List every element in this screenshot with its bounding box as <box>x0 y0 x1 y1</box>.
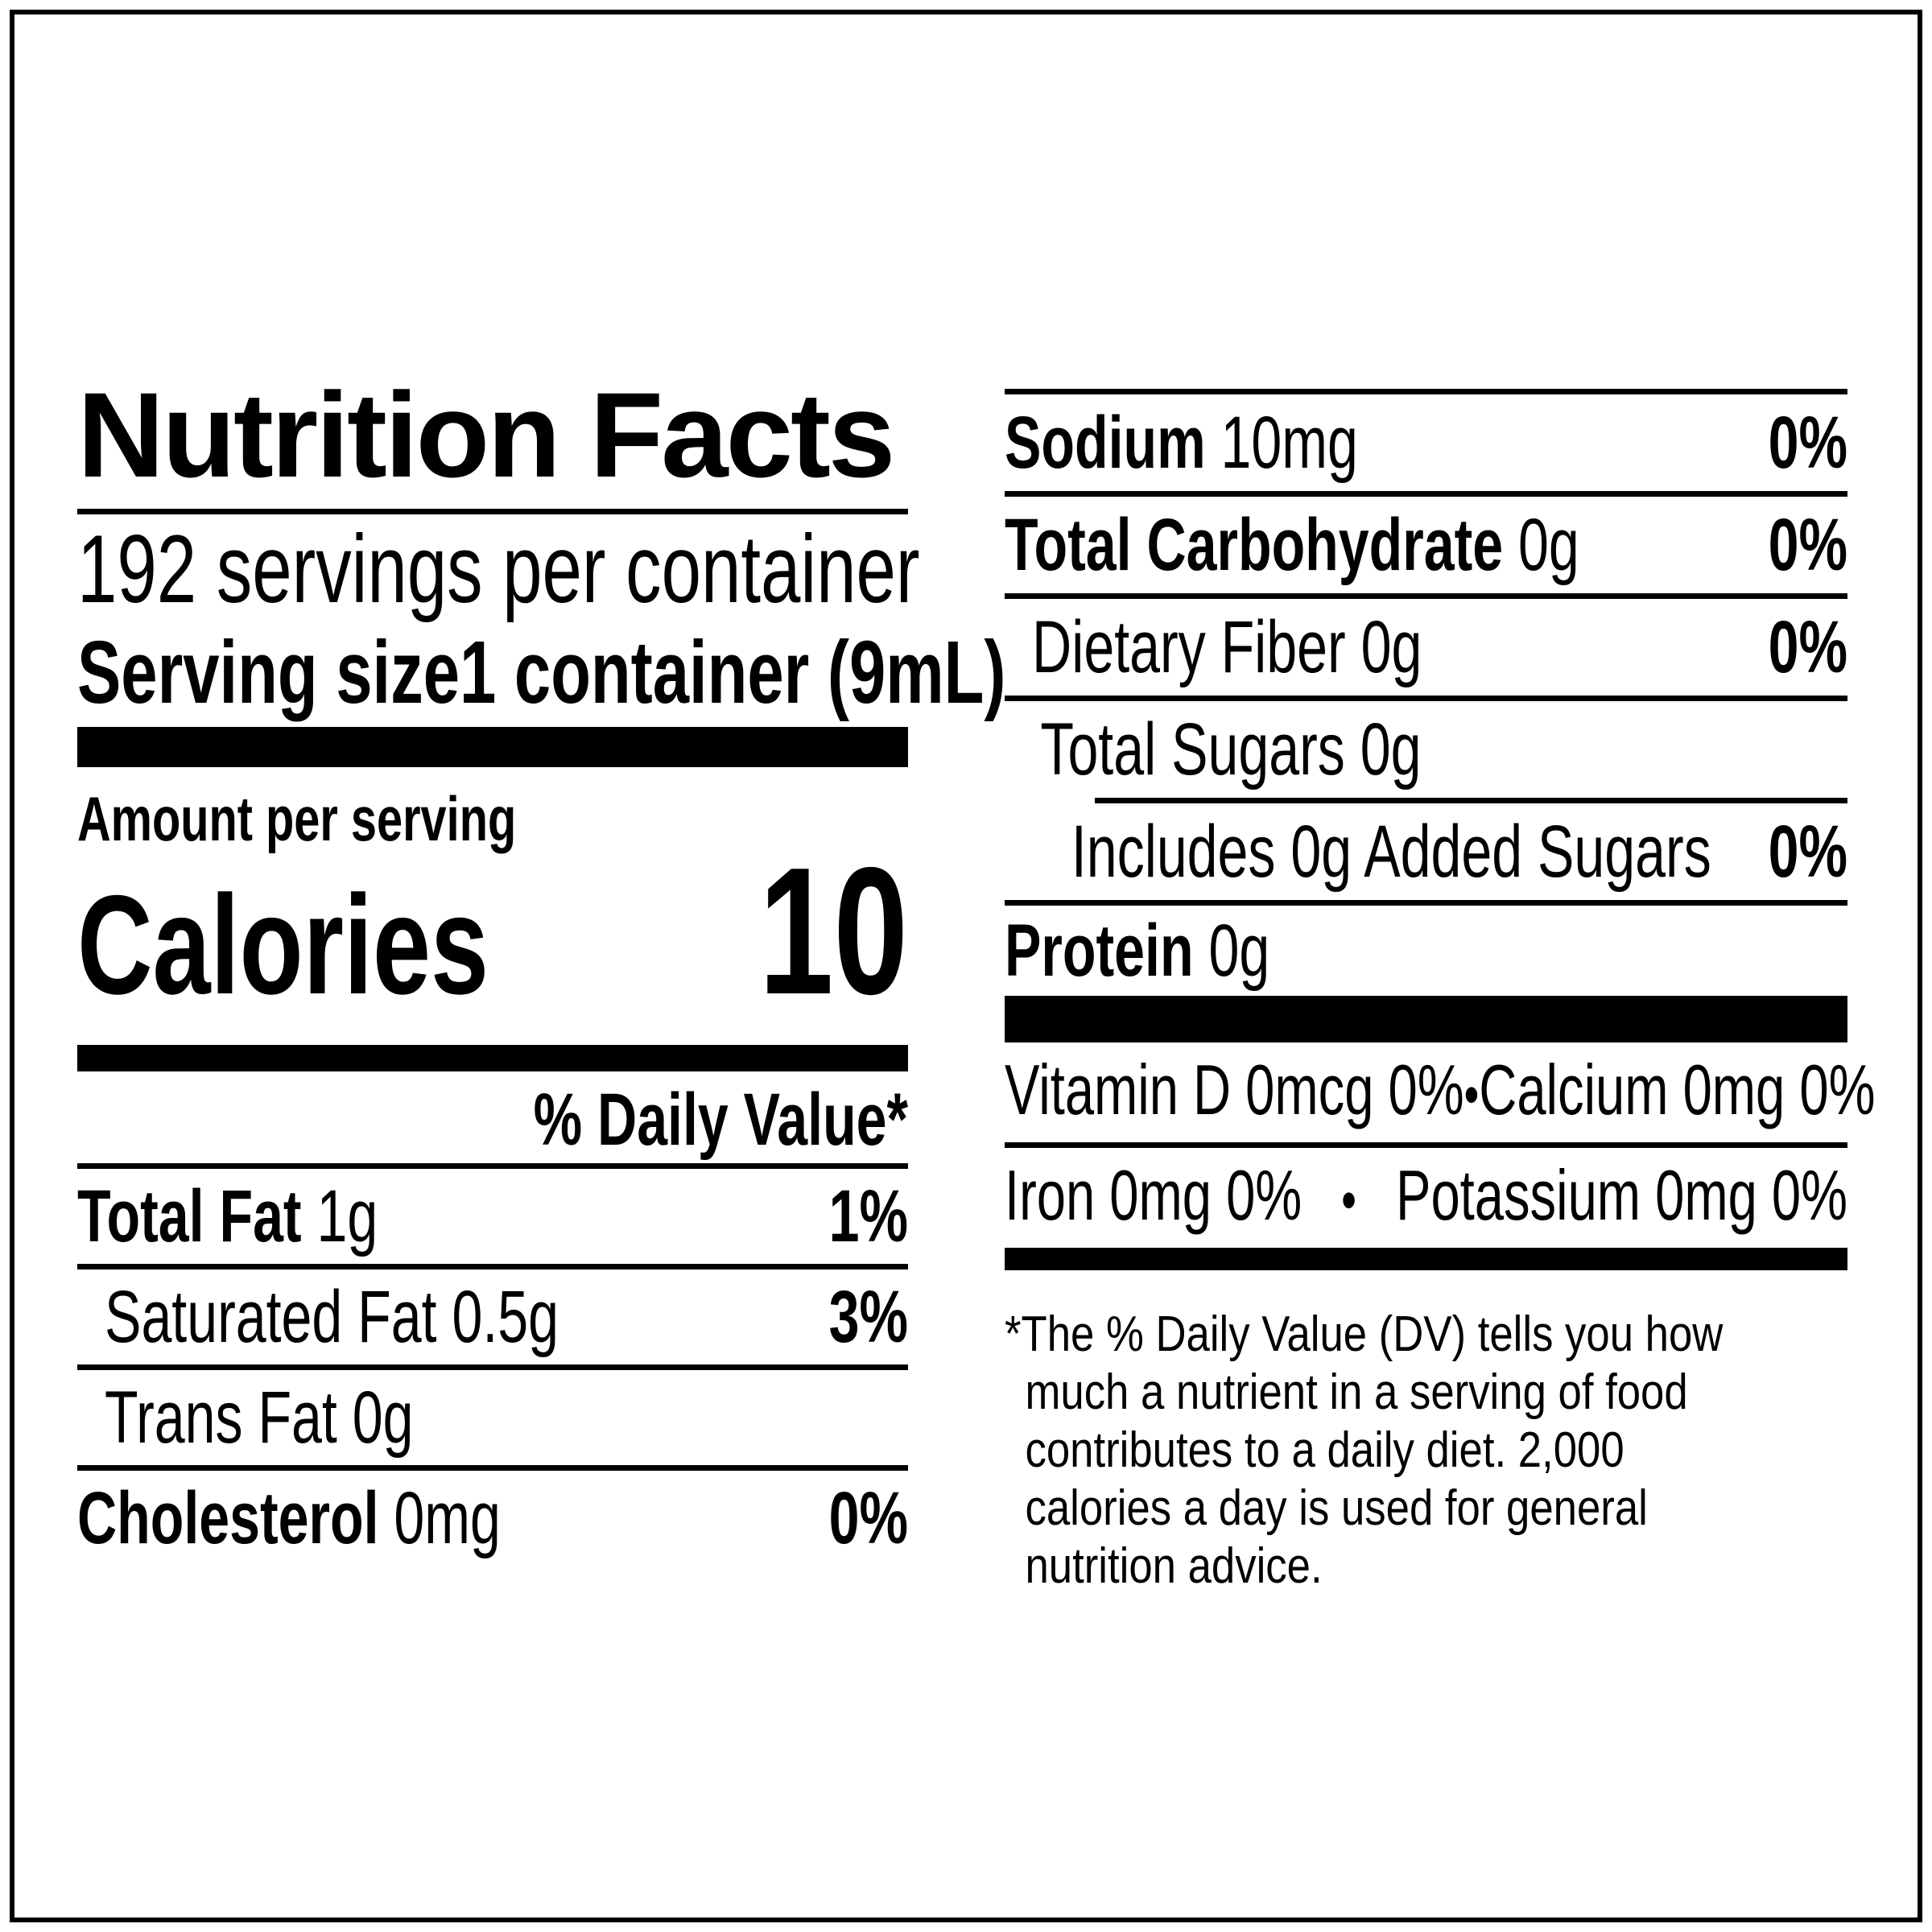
serving-size-label: Serving size <box>77 623 460 722</box>
nutrient-row-trans-fat: Trans Fat 0g <box>77 1370 908 1465</box>
nutrient-name: Total Carbohydrate <box>1005 504 1504 586</box>
nutrient-row-cholesterol: Cholesterol 0mg 0% <box>77 1471 908 1566</box>
nutrient-name: Dietary Fiber <box>1032 606 1346 688</box>
serving-size-value: 1 container (9mL) <box>460 623 1006 722</box>
nutrient-name-amount: Total Sugars 0g <box>1005 701 1421 798</box>
nutrient-name-amount: Cholesterol 0mg <box>77 1471 501 1566</box>
servings-per-container: 192 servings per container <box>77 515 920 623</box>
nutrient-amount: 0.5g <box>452 1276 559 1358</box>
nutrient-row-total-sugars: Total Sugars 0g <box>1005 701 1847 798</box>
nutrient-row-sodium: Sodium 10mg 0% <box>1005 394 1847 491</box>
nutrient-name: Includes 0g Added Sugars <box>1071 811 1711 893</box>
daily-value-footnote: *The % Daily Value (DV) tells you how mu… <box>1005 1307 1724 1594</box>
serving-size-row: Serving size 1 container (9mL) <box>77 623 1006 722</box>
nutrient-dv: 0% <box>1768 811 1848 893</box>
nutrient-dv: 0% <box>1768 402 1848 484</box>
separator-rule <box>77 1264 908 1269</box>
calcium-value: Calcium 0mg 0% <box>1479 1050 1876 1129</box>
nutrient-row-added-sugars: Includes 0g Added Sugars 0% <box>1005 803 1847 900</box>
vitamin-d-value: Vitamin D 0mcg 0% <box>1005 1050 1464 1129</box>
bullet-separator: • <box>1463 1063 1480 1127</box>
nutrient-name-amount: Sodium 10mg <box>1005 394 1358 491</box>
vitamin-row-1: Vitamin D 0mcg 0% • Calcium 0mg 0% <box>1005 1042 1875 1142</box>
nutrient-name: Saturated Fat <box>105 1276 437 1358</box>
calories-row: Calories 10 <box>77 829 909 1032</box>
separator-rule <box>77 1163 908 1169</box>
separator-rule <box>77 1364 908 1370</box>
nutrient-amount: 1g <box>316 1175 378 1257</box>
calories-divider-bar <box>77 1045 908 1071</box>
nutrient-amount: 0g <box>1518 504 1579 586</box>
nutrient-name-amount: Trans Fat 0g <box>77 1370 413 1465</box>
vitamins-divider-bar <box>1005 996 1847 1042</box>
calories-label: Calories <box>77 867 489 1024</box>
nutrient-dv: 0% <box>1768 504 1848 586</box>
nutrient-name-amount: Total Fat 1g <box>77 1169 378 1264</box>
nutrient-dv: 0% <box>828 1477 909 1559</box>
separator-rule <box>1005 900 1847 906</box>
separator-rule <box>1005 696 1847 701</box>
nutrient-row-dietary-fiber: Dietary Fiber 0g 0% <box>1005 599 1847 696</box>
nutrient-name: Cholesterol <box>77 1477 379 1559</box>
nutrient-name: Sodium <box>1005 402 1206 484</box>
iron-value: Iron 0mg 0% <box>1005 1155 1302 1235</box>
label-title: Nutrition Facts <box>77 367 895 502</box>
separator-rule <box>1005 389 1847 394</box>
nutrient-row-saturated-fat: Saturated Fat 0.5g 3% <box>77 1269 908 1364</box>
nutrient-amount: 0g <box>1360 708 1422 791</box>
nutrient-name: Total Sugars <box>1040 708 1345 791</box>
right-column: Sodium 10mg 0% Total Carbohydrate 0g 0% … <box>1005 389 1875 1596</box>
separator-rule <box>1005 593 1847 599</box>
daily-value-header: % Daily Value* <box>533 1079 909 1161</box>
nutrient-amount: 0g <box>1360 606 1422 688</box>
bullet-separator: • <box>1341 1168 1356 1232</box>
nutrient-row-protein: Protein 0g <box>1005 906 1847 996</box>
indented-separator-rule <box>1095 798 1847 803</box>
nutrient-dv: 1% <box>828 1175 909 1257</box>
nutrient-dv: 3% <box>828 1276 909 1358</box>
nutrient-name-amount: Total Carbohydrate 0g <box>1005 497 1579 593</box>
vitamin-row-2: Iron 0mg 0% • Potassium 0mg 0% <box>1005 1148 1847 1248</box>
title-rule <box>77 509 908 514</box>
separator-rule <box>1005 491 1847 497</box>
left-column: Nutrition Facts 192 servings per contain… <box>77 367 1006 1566</box>
calories-value: 10 <box>758 829 909 1032</box>
potassium-value: Potassium 0mg 0% <box>1396 1155 1848 1235</box>
nutrient-dv: 0% <box>1768 606 1848 688</box>
separator-rule <box>77 1465 908 1471</box>
nutrient-name-amount: Protein 0g <box>1005 906 1269 996</box>
nutrient-amount: 0g <box>352 1377 414 1459</box>
amount-per-serving-label: Amount per serving <box>77 783 517 854</box>
nutrient-name-amount: Saturated Fat 0.5g <box>77 1269 559 1364</box>
nutrient-amount: 0g <box>1208 910 1270 992</box>
nutrient-name-amount: Dietary Fiber 0g <box>1005 599 1422 696</box>
nutrient-name-amount: Includes 0g Added Sugars <box>1005 803 1711 900</box>
nutrient-amount: 10mg <box>1220 402 1358 484</box>
nutrient-row-total-carbohydrate: Total Carbohydrate 0g 0% <box>1005 497 1847 593</box>
nutrient-name: Total Fat <box>77 1175 302 1257</box>
nutrient-row-total-fat: Total Fat 1g 1% <box>77 1169 908 1264</box>
thick-divider-bar <box>77 727 908 767</box>
nutrient-amount: 0mg <box>394 1477 501 1559</box>
nutrient-name: Protein <box>1005 910 1194 992</box>
footnote-divider-bar <box>1005 1248 1847 1270</box>
separator-rule <box>1005 1142 1847 1148</box>
nutrient-name: Trans Fat <box>105 1377 337 1459</box>
